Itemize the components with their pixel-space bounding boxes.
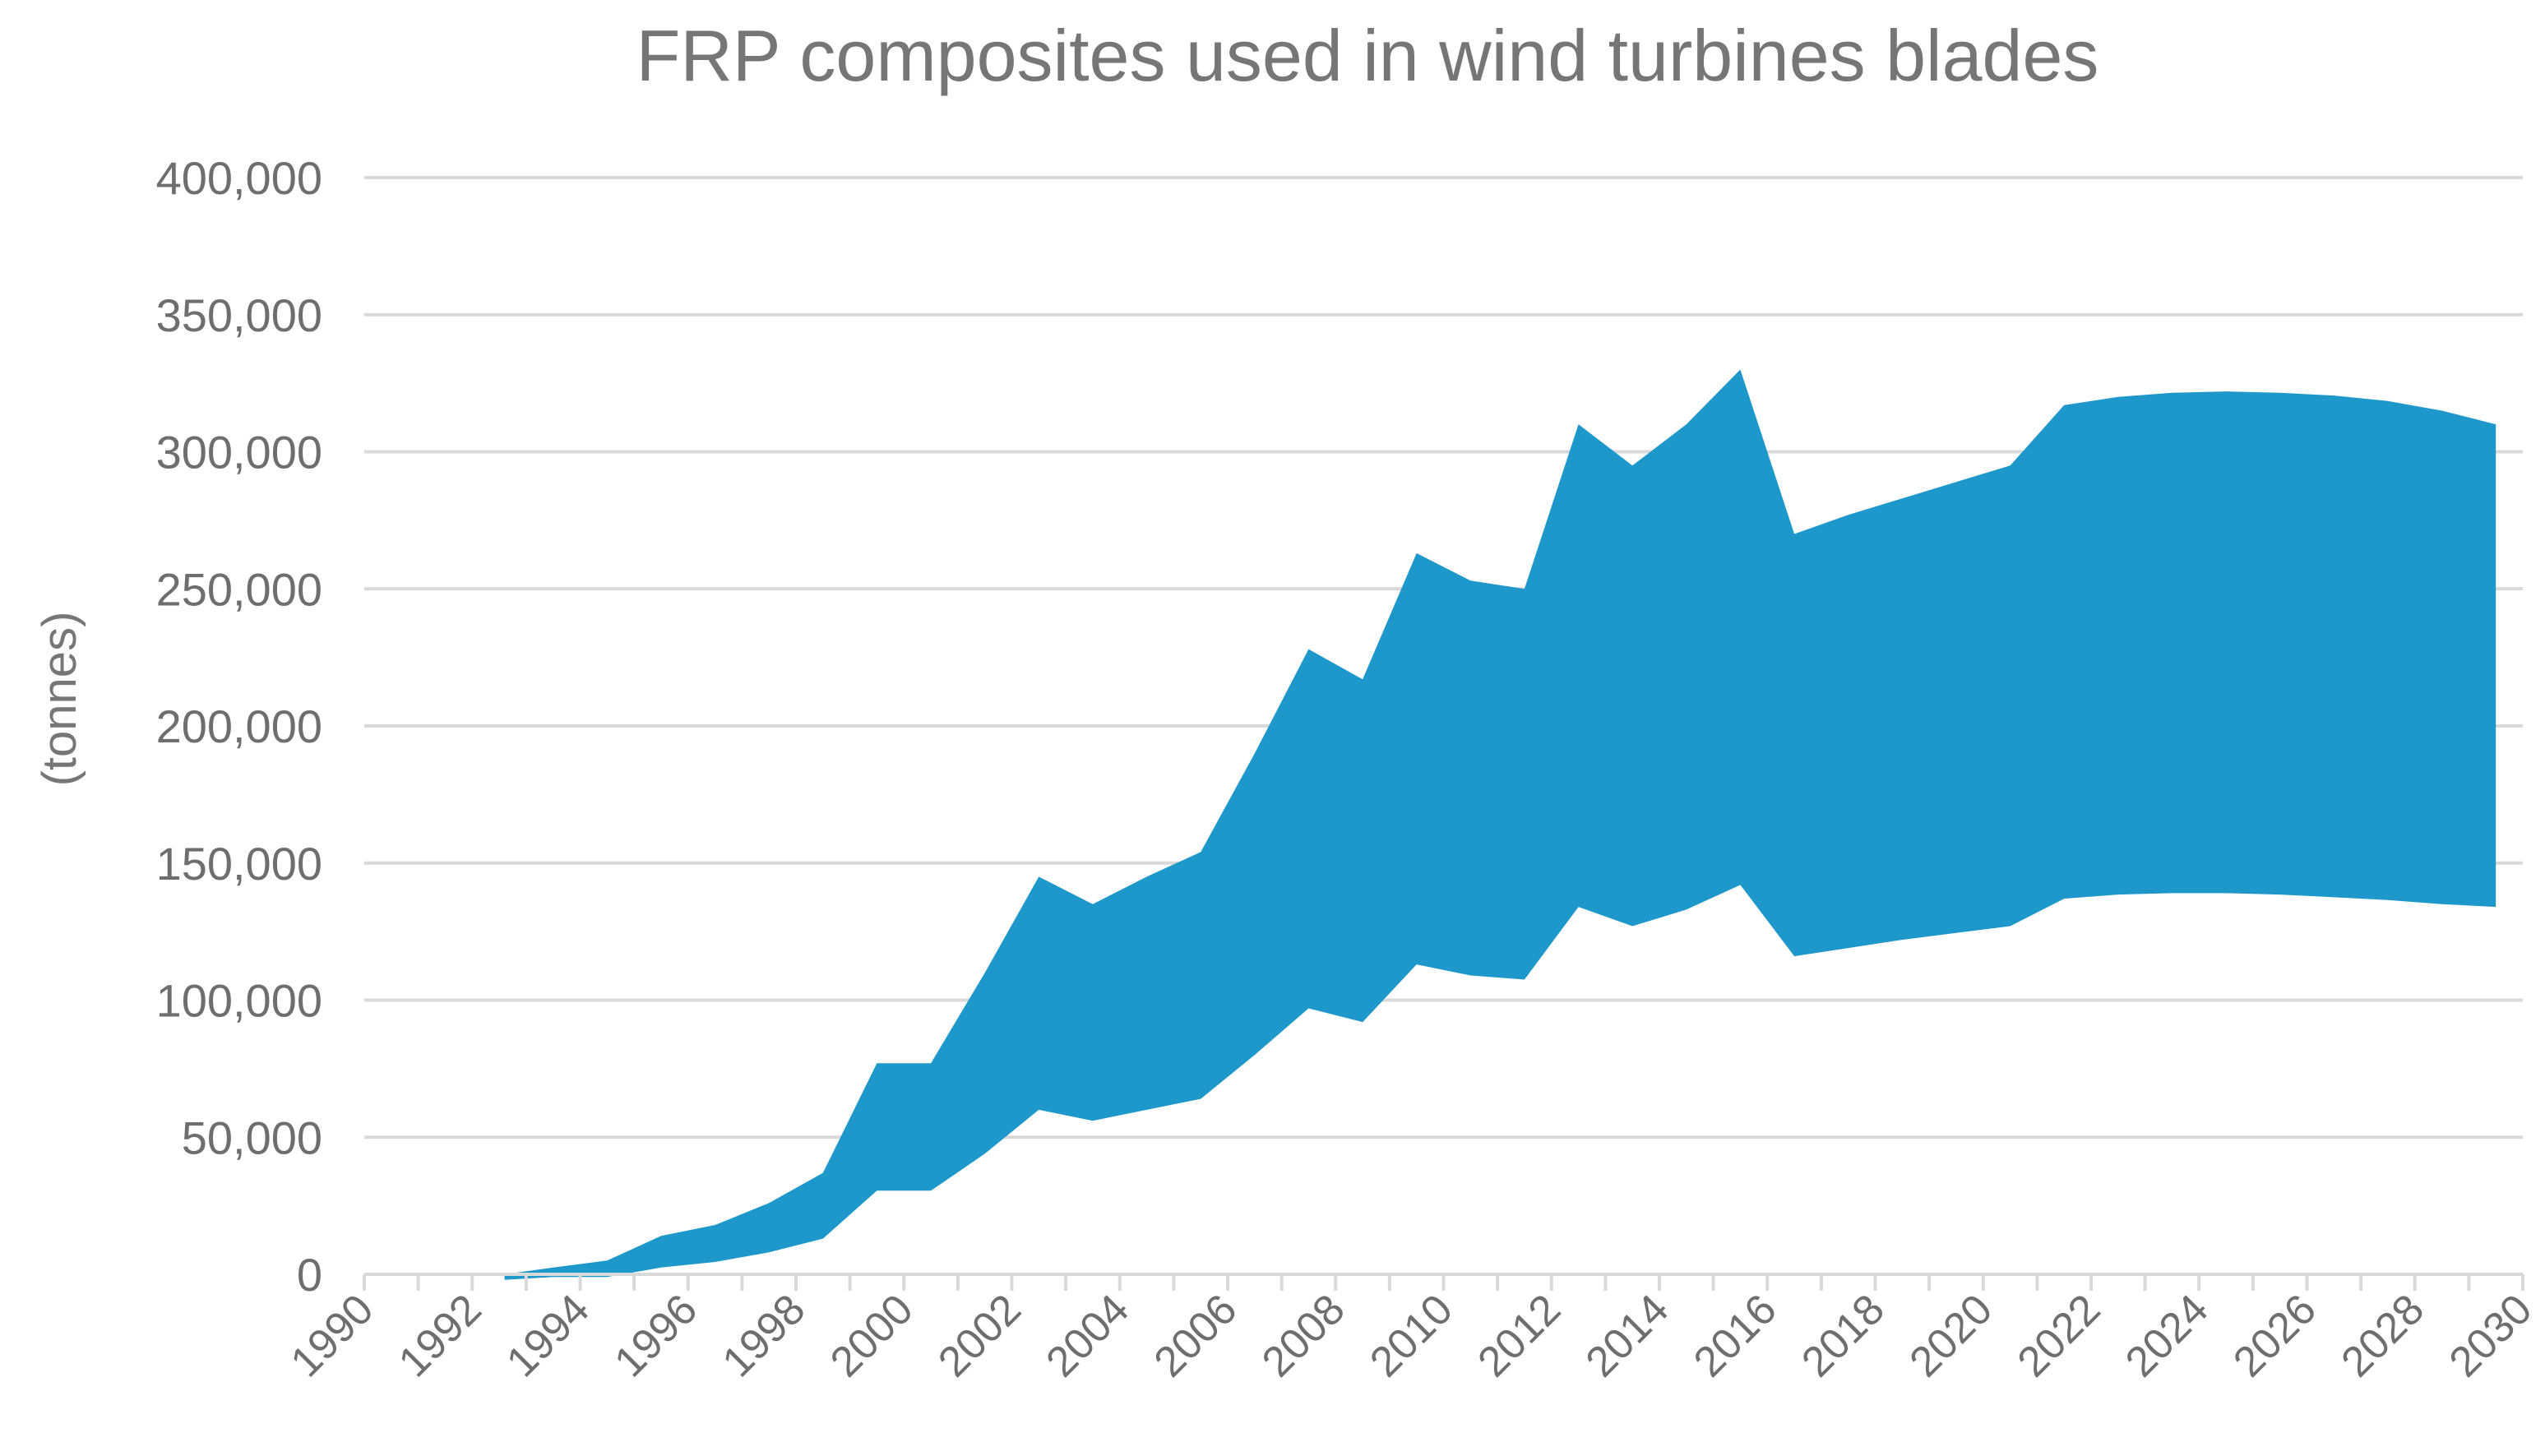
chart-title: FRP composites used in wind turbines bla…	[636, 15, 2099, 96]
x-tick-label: 2010	[1361, 1285, 1462, 1386]
x-tick-label: 2030	[2441, 1285, 2542, 1386]
x-tick-label: 1996	[605, 1285, 706, 1386]
x-tick-label: 2002	[929, 1285, 1030, 1386]
x-tick-label: 2008	[1253, 1285, 1354, 1386]
x-tick-label: 2000	[821, 1285, 923, 1386]
x-tick-label: 2004	[1037, 1285, 1138, 1386]
x-tick-label: 1998	[714, 1285, 815, 1386]
x-tick-label: 1994	[497, 1285, 599, 1386]
x-tick-label: 2026	[2224, 1285, 2325, 1386]
y-tick-label: 250,000	[156, 563, 322, 615]
plot-area	[504, 369, 2496, 1280]
x-tick-label: 2012	[1469, 1285, 1570, 1386]
x-tick-label: 2006	[1145, 1285, 1247, 1386]
x-axis: 1990 1992 1994 1996 1998 2000 2002 2004 2006 2008…	[282, 1273, 2542, 1386]
y-tick-label: 150,000	[156, 838, 322, 890]
x-tick-label: 2022	[2009, 1285, 2110, 1386]
area-band-upper-lower	[504, 369, 2496, 1280]
x-tick-label: 2018	[1793, 1285, 1894, 1386]
x-tick-label: 2016	[1685, 1285, 1786, 1386]
y-axis: 0 50,000 100,000 150,000 200,000 250,000 300,0…	[156, 152, 322, 1301]
y-tick-label: 50,000	[182, 1112, 322, 1163]
y-tick-label: 350,000	[156, 289, 322, 341]
y-tick-label: 400,000	[156, 152, 322, 204]
x-tick-label: 2014	[1577, 1285, 1678, 1386]
y-tick-label: 200,000	[156, 700, 322, 752]
y-tick-label: 0	[297, 1249, 322, 1301]
y-tick-label: 100,000	[156, 975, 322, 1027]
y-tick-label: 300,000	[156, 427, 322, 478]
x-tick-label: 2024	[2117, 1285, 2218, 1386]
x-tick-label: 1992	[390, 1285, 491, 1386]
y-axis-label: (tonnes)	[33, 612, 86, 787]
x-tick-label: 2028	[2332, 1285, 2433, 1386]
x-tick-label: 2020	[1900, 1285, 2001, 1386]
